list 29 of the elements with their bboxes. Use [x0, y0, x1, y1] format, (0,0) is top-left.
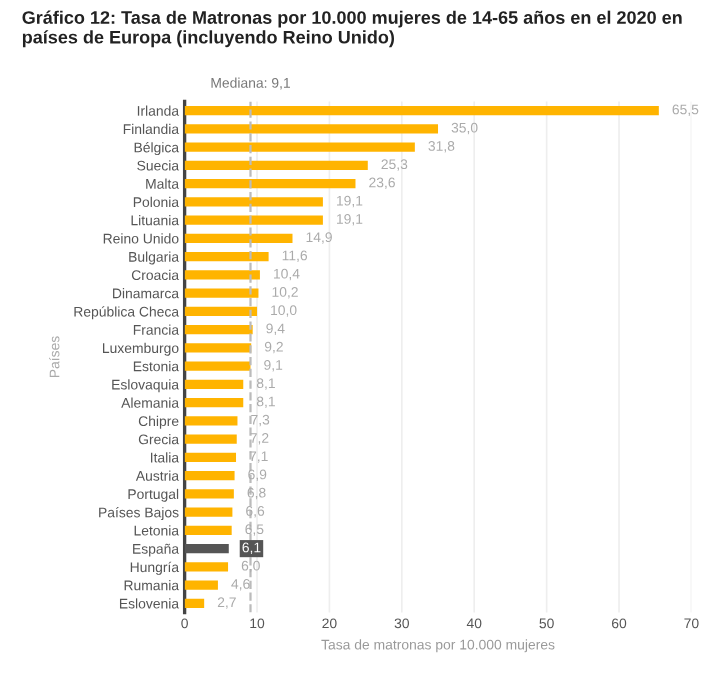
bar — [184, 361, 251, 371]
bar — [184, 434, 237, 444]
bar — [184, 598, 205, 608]
bar — [184, 452, 237, 462]
bar — [184, 544, 229, 554]
bar — [184, 160, 368, 170]
bar — [184, 489, 234, 499]
bar — [184, 379, 244, 389]
bar — [184, 270, 260, 280]
bar — [184, 197, 323, 207]
bar — [184, 306, 258, 316]
bar — [184, 562, 229, 572]
bar — [184, 398, 244, 408]
bar — [184, 580, 218, 590]
chart-title: Gráfico 12: Tasa de Matronas por 10.000 mujeres de 14-65 años en el 2020 en países de Europa (incluyendo Reino Unido) — [22, 10, 682, 48]
bar — [184, 343, 252, 353]
bar — [184, 252, 269, 262]
bar — [184, 416, 238, 426]
bar — [184, 471, 235, 481]
bar — [184, 325, 253, 335]
bar — [184, 106, 659, 116]
bar — [184, 507, 233, 517]
bar — [184, 233, 293, 243]
bar — [184, 215, 323, 225]
bar — [184, 179, 356, 189]
bar — [184, 124, 439, 134]
bar — [184, 288, 259, 298]
bar — [184, 525, 232, 535]
bar — [184, 142, 415, 152]
